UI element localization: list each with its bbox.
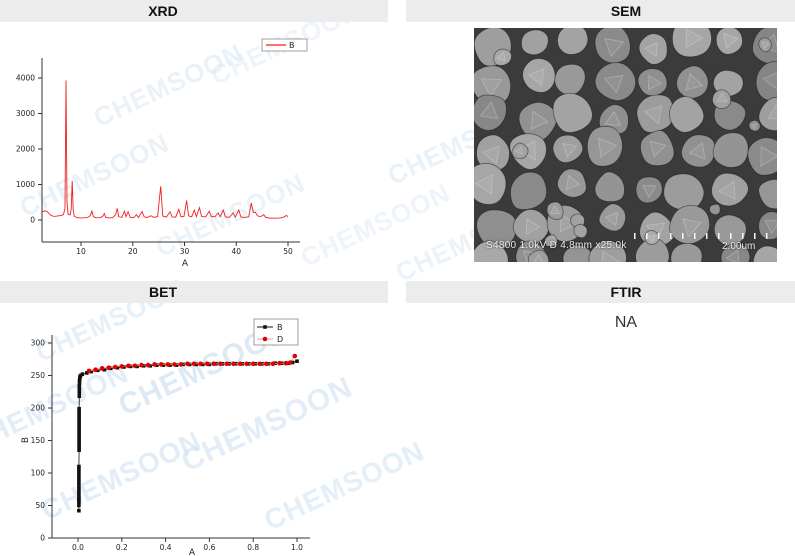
svg-text:30: 30	[180, 247, 190, 256]
panel-title-sem: SEM	[610, 3, 642, 19]
svg-text:A: A	[182, 259, 189, 269]
svg-text:250: 250	[31, 371, 46, 380]
svg-text:3000: 3000	[16, 109, 35, 118]
xrd-series-line	[42, 80, 289, 219]
watermark-text: CHEMSOON	[295, 177, 455, 273]
sem-scale-label: 2.00um	[722, 241, 756, 252]
svg-text:0.4: 0.4	[160, 543, 172, 552]
svg-text:100: 100	[31, 469, 46, 478]
svg-text:200: 200	[31, 404, 46, 413]
svg-text:1.0: 1.0	[291, 543, 303, 552]
svg-text:1000: 1000	[16, 180, 35, 189]
bet-legend: BD	[253, 318, 299, 346]
bet-axes: 0.0 0.2 0.4 0.6 0.8 1.0 0 50 100 150 200 250 300 A B	[21, 335, 310, 556]
panel-header-sem: SEM	[406, 0, 795, 22]
svg-text:40: 40	[231, 247, 241, 256]
svg-text:0: 0	[40, 534, 45, 543]
sem-scale-ruler	[634, 233, 774, 239]
bet-series-B	[77, 359, 299, 513]
panel-title-ftir: FTIR	[610, 284, 642, 300]
svg-text:0.6: 0.6	[203, 543, 215, 552]
panel-header-bet: BET	[0, 281, 388, 303]
svg-text:2000: 2000	[16, 145, 35, 154]
panel-title-xrd: XRD	[148, 3, 178, 19]
svg-text:50: 50	[35, 501, 45, 510]
svg-text:B: B	[21, 437, 31, 443]
svg-text:B: B	[277, 323, 283, 332]
xrd-chart-svg: 10 20 30 40 50 0 1000 2000 3000 4000 A B	[16, 38, 308, 269]
svg-text:0.8: 0.8	[247, 543, 259, 552]
svg-text:300: 300	[31, 339, 46, 348]
svg-text:50: 50	[283, 247, 293, 256]
svg-text:4000: 4000	[16, 74, 35, 83]
panel-title-bet: BET	[149, 284, 177, 300]
svg-text:20: 20	[128, 247, 138, 256]
xrd-axes: 10 20 30 40 50 0 1000 2000 3000 4000 A	[16, 58, 300, 269]
svg-text:D: D	[277, 335, 283, 344]
svg-text:0.2: 0.2	[116, 543, 128, 552]
bet-series-D	[86, 353, 298, 374]
ftir-na-text: NA	[614, 314, 638, 331]
xrd-legend: B	[261, 38, 308, 52]
svg-text:B: B	[289, 41, 295, 50]
panel-header-xrd: XRD	[0, 0, 388, 22]
svg-text:A: A	[189, 548, 196, 556]
sem-caption: S4800 1.0kV-D 4.8mm x25.0k	[486, 240, 627, 251]
panel-header-ftir: FTIR	[406, 281, 795, 303]
sem-micrograph-svg	[474, 28, 777, 262]
svg-text:0: 0	[30, 216, 35, 225]
svg-text:150: 150	[31, 436, 46, 445]
svg-text:10: 10	[76, 247, 86, 256]
sem-image-wrap: S4800 1.0kV-D 4.8mm x25.0k 2.00um	[474, 28, 777, 262]
svg-text:0.0: 0.0	[72, 543, 84, 552]
